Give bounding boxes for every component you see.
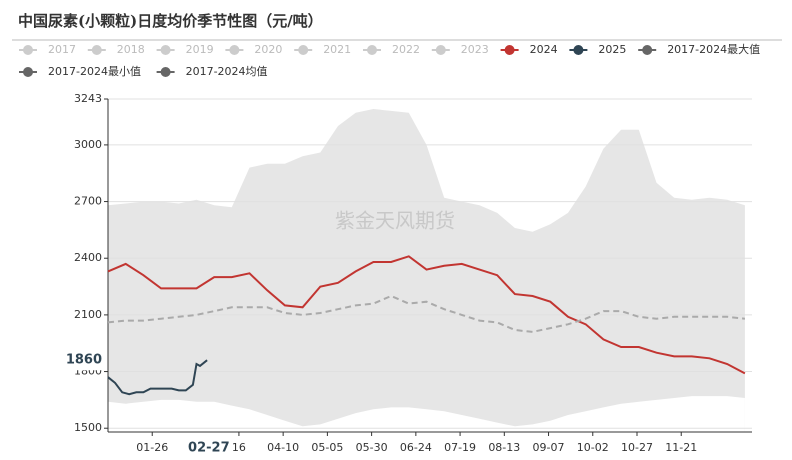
y-tick-label: 1500 xyxy=(74,421,102,434)
legend-marker xyxy=(367,45,377,55)
legend-label: 2025 xyxy=(598,43,626,56)
x-tick-label: 11-21 xyxy=(665,441,697,454)
series-line xyxy=(107,294,746,333)
y-tick-label: 2400 xyxy=(74,251,102,264)
x-tick-label: 01-26 xyxy=(136,441,168,454)
legend-label: 2022 xyxy=(392,43,420,56)
legend-label: 2017-2024最大值 xyxy=(667,42,760,56)
legend-label: 2020 xyxy=(254,43,282,56)
current-date-label: 02-27 xyxy=(188,441,230,456)
x-tick-label: 08-13 xyxy=(488,441,520,454)
legend-label: 2017-2024均值 xyxy=(186,65,268,78)
legend-label: 2021 xyxy=(323,43,351,56)
current-date-bg xyxy=(186,438,231,458)
x-tick-label: 04-10 xyxy=(267,441,299,454)
legend-marker xyxy=(435,45,446,55)
watermark: 紫金天风期货 xyxy=(335,209,455,233)
current-value-bg xyxy=(64,350,106,371)
x-tick-label: 05-05 xyxy=(311,441,343,454)
legend-marker xyxy=(91,45,102,55)
series-line xyxy=(107,359,208,396)
legend-marker xyxy=(504,45,515,55)
y-tick-label: 3000 xyxy=(74,138,102,151)
legend-marker xyxy=(160,45,171,55)
legend-label: 2018 xyxy=(117,43,145,56)
legend-marker xyxy=(23,67,33,77)
legend-label: 2017-2024最小值 xyxy=(48,65,141,78)
legend-marker xyxy=(642,45,653,55)
y-tick-label: 2100 xyxy=(74,308,102,321)
legend-marker xyxy=(160,67,171,77)
legend-marker xyxy=(573,45,584,55)
x-tick-label: 10-02 xyxy=(577,441,609,454)
x-tick-label: 05-30 xyxy=(356,441,388,454)
x-tick-label: 09-07 xyxy=(533,441,565,454)
chart-title: 中国尿素(小颗粒)日度均价季节性图（元/吨） xyxy=(18,12,323,30)
legend-marker xyxy=(229,45,240,55)
legend-marker xyxy=(23,45,33,55)
legend-marker xyxy=(298,45,309,55)
y-tick-label: 2700 xyxy=(74,195,102,208)
x-tick-label: 07-19 xyxy=(444,441,476,454)
y-tick-label: 3243 xyxy=(74,92,102,105)
legend-label: 2019 xyxy=(186,43,214,56)
legend-label: 2023 xyxy=(461,43,489,56)
series-line xyxy=(107,255,746,375)
x-tick-label: 06-24 xyxy=(400,441,432,454)
legend-label: 2024 xyxy=(530,43,558,56)
x-tick-label: 10-27 xyxy=(621,441,653,454)
legend-label: 2017 xyxy=(48,43,76,56)
current-value-label: 1860 xyxy=(66,353,102,368)
x-tick-label: 16 xyxy=(232,441,246,454)
band-area xyxy=(108,396,745,432)
